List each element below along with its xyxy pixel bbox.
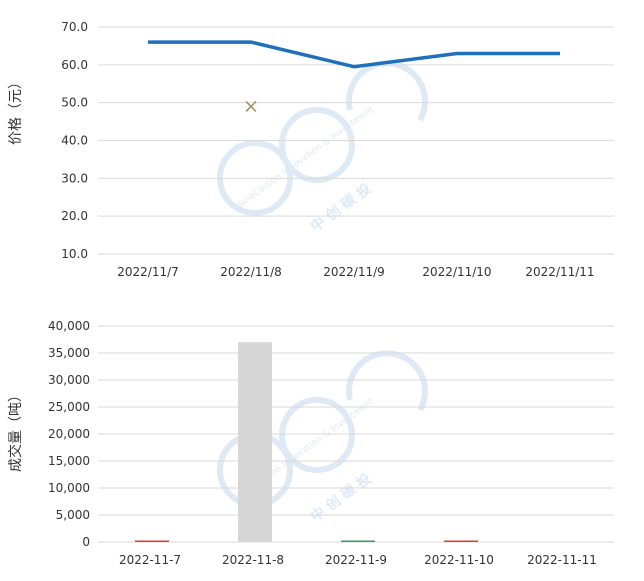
price-y-tick: 50.0 xyxy=(61,96,88,110)
volume-x-tick: 2022-11-7 xyxy=(119,553,181,567)
volume-y-tick: 40,000 xyxy=(48,319,90,333)
volume-y-tick: 10,000 xyxy=(48,481,90,495)
volume-x-tick-labels: 2022-11-7 2022-11-8 2022-11-9 2022-11-10 202… xyxy=(119,553,597,567)
volume-y-tick-labels: 0 5,000 10,000 15,000 20,000 25,000 30,000 35,0… xyxy=(48,319,90,549)
price-y-tick: 30.0 xyxy=(61,171,88,185)
volume-y-tick: 0 xyxy=(82,535,90,549)
price-y-tick-labels: 10.0 20.0 30.0 40.0 50.0 60.0 70.0 xyxy=(61,20,88,261)
price-x-tick: 2022/11/9 xyxy=(323,265,385,279)
volume-bar xyxy=(341,540,375,542)
price-x-tick: 2022/11/11 xyxy=(525,265,594,279)
volume-y-tick: 5,000 xyxy=(56,508,90,522)
volume-x-tick: 2022-11-11 xyxy=(527,553,597,567)
watermark-ring-icon xyxy=(279,397,355,473)
price-x-tick: 2022/11/10 xyxy=(422,265,491,279)
volume-y-tick: 30,000 xyxy=(48,373,90,387)
price-gridlines xyxy=(98,26,614,255)
price-y-axis-label: 价格（元） xyxy=(8,75,24,145)
price-y-tick: 40.0 xyxy=(61,134,88,148)
volume-x-tick: 2022-11-8 xyxy=(222,553,284,567)
price-series-line xyxy=(148,40,560,69)
volume-y-tick: 15,000 xyxy=(48,454,90,468)
watermark-top: SinoCarbon Innovation & Investment 中 创 碳… xyxy=(217,60,428,235)
volume-y-tick: 35,000 xyxy=(48,346,90,360)
price-series xyxy=(148,40,560,112)
price-y-tick: 20.0 xyxy=(61,209,88,223)
volume-bar xyxy=(135,540,169,542)
volume-y-tick: 20,000 xyxy=(48,427,90,441)
watermark-brand-cn: 中 创 碳 投 xyxy=(307,180,374,235)
volume-bar xyxy=(444,540,478,542)
volume-gridlines xyxy=(98,325,614,543)
volume-bar-chart: 0 5,000 10,000 15,000 20,000 25,000 30,000 35,0… xyxy=(7,319,614,567)
price-x-marker xyxy=(245,100,257,112)
watermark-arrow-icon xyxy=(345,350,428,412)
price-x-tick: 2022/11/7 xyxy=(117,265,179,279)
watermark-brand-cn: 中 创 碳 投 xyxy=(307,470,374,525)
volume-y-axis-label: 成交量（吨） xyxy=(7,388,24,472)
price-y-tick: 60.0 xyxy=(61,58,88,72)
volume-bar xyxy=(238,342,272,542)
watermark-ring-icon xyxy=(279,107,355,183)
volume-x-tick: 2022-11-9 xyxy=(325,553,387,567)
watermark-arrow-icon xyxy=(345,60,428,122)
price-x-tick-labels: 2022/11/7 2022/11/8 2022/11/9 2022/11/10 202… xyxy=(117,265,594,279)
price-line-chart: 10.020.030.040.050.060.070.0 2022/11/7 20… xyxy=(8,20,614,279)
volume-x-tick: 2022-11-10 xyxy=(424,553,494,567)
price-y-tick: 10.0 xyxy=(61,247,88,261)
price-x-tick: 2022/11/8 xyxy=(220,265,282,279)
volume-y-tick: 25,000 xyxy=(48,400,90,414)
volume-bars xyxy=(135,342,478,542)
price-y-tick: 70.0 xyxy=(61,20,88,34)
